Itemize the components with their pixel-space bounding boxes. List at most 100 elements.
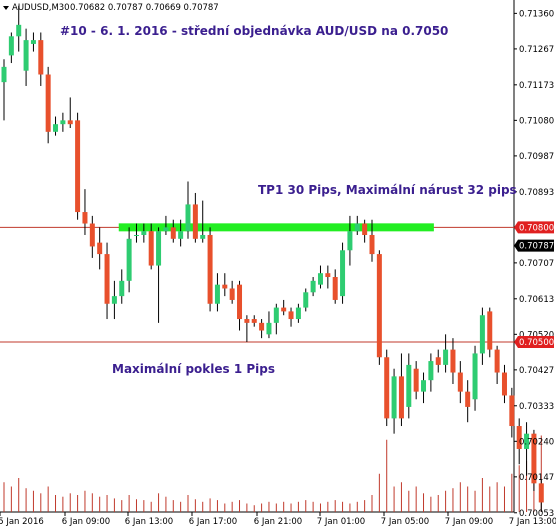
candle-bear[interactable] — [222, 284, 228, 289]
candle-bull[interactable] — [126, 238, 132, 281]
candle-bear[interactable] — [229, 288, 235, 300]
candle-bear[interactable] — [97, 242, 103, 255]
candle-bull[interactable] — [479, 315, 485, 354]
candle-bull[interactable] — [119, 280, 125, 297]
candle-bull[interactable] — [156, 231, 162, 266]
candle-bear[interactable] — [325, 273, 331, 278]
price-tick-label: 0.70987 — [519, 152, 554, 162]
price-tick-label: 0.71173 — [519, 81, 554, 91]
candle-bull[interactable] — [111, 296, 117, 304]
candle-bull[interactable] — [185, 204, 191, 232]
price-tick-label: 0.70520 — [519, 330, 554, 340]
candle-bull[interactable] — [421, 380, 427, 392]
candle-bull[interactable] — [354, 223, 360, 232]
candle-bear[interactable] — [465, 391, 471, 407]
tp-zone — [118, 223, 434, 232]
candle-bull[interactable] — [428, 361, 434, 381]
candle-bull[interactable] — [141, 231, 147, 235]
candle-bull[interactable] — [295, 307, 301, 320]
candle-bull[interactable] — [133, 234, 139, 236]
candle-bear[interactable] — [244, 319, 250, 323]
candle-bull[interactable] — [317, 273, 323, 285]
candle-bear[interactable] — [362, 223, 368, 235]
ohlc-readout: 0.70682 0.70787 0.70669 0.70787 — [70, 3, 219, 13]
candle-bear[interactable] — [104, 254, 110, 304]
candle-bear[interactable] — [82, 212, 88, 224]
candle-bear[interactable] — [67, 120, 73, 125]
tp-level-tag: 0.70800 — [514, 221, 554, 234]
candle-bull[interactable] — [214, 284, 220, 304]
candle-bear[interactable] — [450, 349, 456, 373]
candle-bull[interactable] — [391, 376, 397, 419]
candle-bear[interactable] — [501, 372, 507, 396]
time-tick-label: 7 Jan 09:00 — [445, 517, 493, 527]
candle-bull[interactable] — [266, 322, 272, 335]
candle-bull[interactable] — [472, 353, 478, 400]
tp-annotation: TP1 30 Pips, Maximální nárust 32 pips — [258, 183, 517, 197]
candle-bear[interactable] — [398, 376, 404, 419]
candle-bear[interactable] — [75, 120, 81, 213]
price-tick-label: 0.70893 — [519, 188, 554, 198]
candle-bull[interactable] — [8, 36, 14, 56]
last-price-tag-bg — [514, 239, 554, 252]
time-tick-label: 6 Jan 17:00 — [189, 517, 237, 527]
candle-bear[interactable] — [38, 40, 44, 75]
candle-bear[interactable] — [516, 426, 522, 449]
time-tick-label: 6 Jan 13:00 — [125, 517, 173, 527]
candle-bull[interactable] — [310, 280, 316, 293]
candle-bull[interactable] — [340, 250, 346, 297]
time-tick-label: 5 Jan 2016 — [0, 517, 44, 527]
time-tick-label: 6 Jan 21:00 — [254, 517, 302, 527]
candle-bear[interactable] — [538, 483, 544, 503]
candle-bear[interactable] — [281, 307, 287, 312]
candle-bear[interactable] — [435, 357, 441, 365]
candle-bull[interactable] — [1, 66, 7, 83]
candle-bull[interactable] — [406, 364, 412, 407]
last-price-tag: 0.70787 — [514, 239, 554, 252]
time-ticks: 5 Jan 2016 6 Jan 09:00 6 Jan 13:00 6 Jan 17… — [0, 512, 556, 527]
candle-bull[interactable] — [53, 124, 59, 132]
candle-bear[interactable] — [487, 311, 493, 350]
candle-bear[interactable] — [369, 234, 375, 255]
candle-bull[interactable] — [200, 234, 206, 239]
dropdown-triangle-icon[interactable] — [3, 6, 9, 10]
time-tick-label: 6 Jan 09:00 — [62, 517, 110, 527]
candle-bear[interactable] — [288, 311, 294, 320]
candle-bull[interactable] — [178, 231, 184, 239]
candle-bear[interactable] — [457, 372, 463, 392]
price-tick-label: 0.70613 — [519, 295, 554, 305]
candle-bear[interactable] — [148, 231, 154, 266]
candle-bear[interactable] — [45, 74, 51, 132]
tp-zone-band — [118, 223, 434, 232]
candle-bull[interactable] — [163, 227, 169, 232]
candles — [1, 5, 544, 512]
candle-bull[interactable] — [524, 433, 530, 449]
candle-bear[interactable] — [170, 227, 176, 239]
candle-bear[interactable] — [192, 204, 198, 239]
candle-bull[interactable] — [30, 40, 36, 44]
candle-bear[interactable] — [332, 277, 338, 300]
time-tick-label: 7 Jan 05:00 — [381, 517, 429, 527]
title-annotation: #10 - 6. 1. 2016 - střední objednávka AU… — [60, 24, 448, 38]
candle-bear[interactable] — [531, 433, 537, 484]
candle-bull[interactable] — [23, 40, 29, 71]
tp-level-tag-bg — [514, 221, 554, 234]
candle-bear[interactable] — [376, 254, 382, 358]
candle-bull[interactable] — [273, 307, 279, 323]
candle-bear[interactable] — [89, 223, 95, 247]
candle-bear[interactable] — [413, 368, 419, 392]
candle-bull[interactable] — [60, 120, 66, 125]
candle-bear[interactable] — [259, 322, 265, 331]
candle-bull[interactable] — [443, 349, 449, 365]
candle-bear[interactable] — [207, 234, 213, 304]
candle-bear[interactable] — [237, 284, 243, 320]
candle-bear[interactable] — [251, 319, 257, 323]
candle-bull[interactable] — [303, 292, 309, 308]
entry-level-tag: 0.70500 — [514, 335, 554, 348]
candle-bear[interactable] — [509, 395, 515, 427]
candle-bull[interactable] — [347, 231, 353, 251]
candle-bear[interactable] — [494, 349, 500, 373]
tp-level-tag-text: 0.70800 — [519, 223, 554, 233]
candle-bull[interactable] — [16, 24, 22, 37]
candle-bear[interactable] — [384, 357, 390, 419]
